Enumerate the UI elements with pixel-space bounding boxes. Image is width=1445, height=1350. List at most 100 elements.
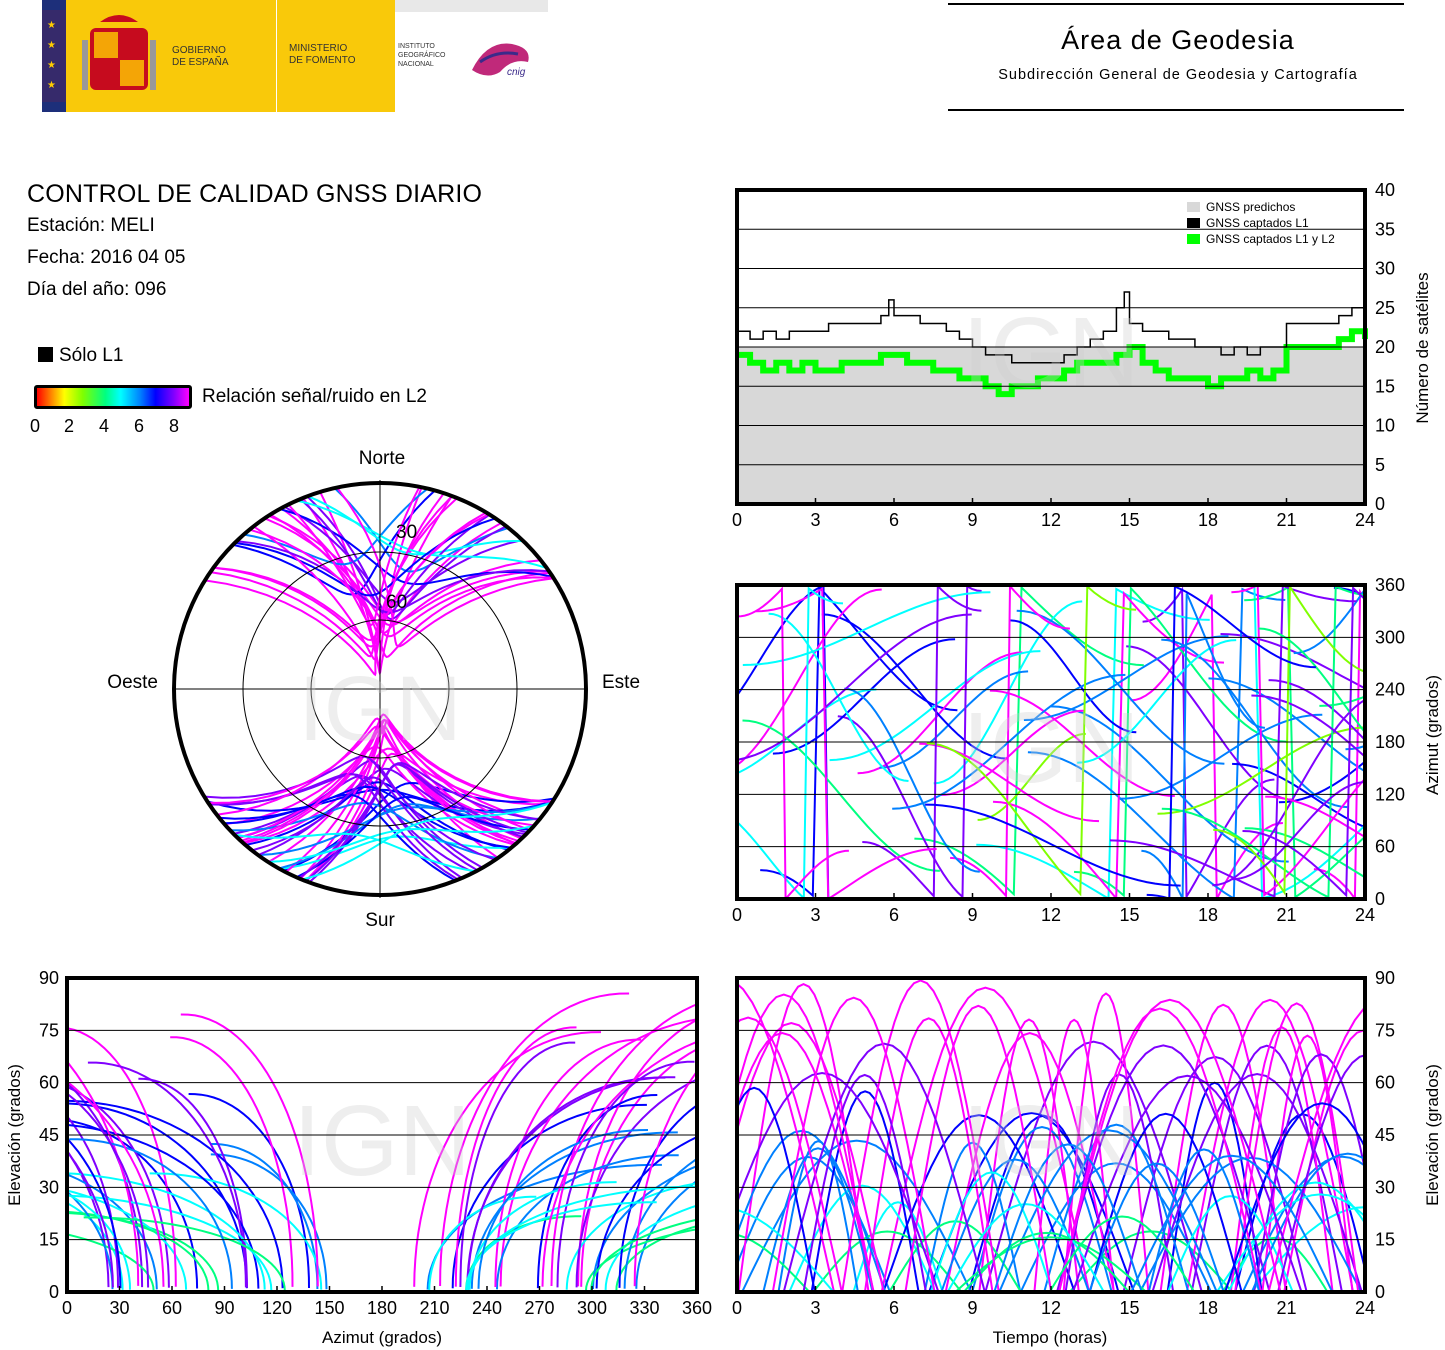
- count-legend: GNSS predichos GNSS captados L1 GNSS cap…: [1187, 200, 1335, 246]
- y-tick-label: 45: [39, 1125, 59, 1145]
- x-tick-label: 60: [162, 1298, 182, 1318]
- azimuth-track: [737, 586, 849, 899]
- azimuth-track: [977, 732, 1086, 821]
- elevation-track: [880, 986, 1091, 1292]
- elevation-azimuth-chart: IGN 0 15 30 45 60 75 90 0 30 60 90 120 150 180 210 240 2…: [5, 968, 712, 1347]
- y-tick-label: 0: [1375, 494, 1385, 514]
- azimuth-track: [755, 586, 937, 899]
- azimuth-track: [837, 585, 982, 899]
- elevation-azimuth-track: [439, 992, 630, 1287]
- azimuth-track: [1208, 677, 1365, 773]
- elevation-track: [1151, 1072, 1363, 1292]
- elevation-azimuth-track: [468, 1181, 617, 1290]
- azimuth-track: [1265, 795, 1365, 839]
- date-label: Fecha: 2016 04 05: [27, 247, 186, 268]
- elevation-azimuth-track: [550, 1003, 697, 1287]
- elevation-azimuth-track: [67, 1080, 165, 1287]
- gov-label-2: DE ESPAÑA: [172, 55, 229, 68]
- elevation-azimuth-track: [210, 1153, 328, 1290]
- elevation-time-chart: IGN 0 15 30 45 60 75 90 0 3 6 9 12 15 18 21 24 Elevació…: [732, 968, 1442, 1347]
- watermark: IGN: [962, 1085, 1140, 1197]
- elevation-azimuth-track: [413, 1031, 602, 1287]
- x-tick-label: 9: [967, 905, 977, 925]
- y-tick-label: 30: [1375, 259, 1395, 279]
- elevation-track: [741, 1139, 973, 1292]
- elevation-track: [1048, 1215, 1196, 1292]
- elevation-azimuth-tracks: [67, 992, 697, 1291]
- sky-track: [304, 762, 528, 882]
- elevation-track: [771, 996, 936, 1292]
- elevation-azimuth-track: [615, 1225, 697, 1291]
- elevation-azimuth-track: [67, 1233, 155, 1291]
- ministry-label-2: DE FOMENTO: [289, 55, 356, 66]
- azimuth-track: [1142, 586, 1275, 899]
- y-tick-label: 40: [1375, 180, 1395, 200]
- azimuth-track: [1157, 726, 1365, 815]
- elevation-azimuth-track: [454, 1026, 577, 1287]
- sky-track: [243, 747, 552, 845]
- x-tick-label: 3: [810, 905, 820, 925]
- snr-tick-8: 8: [168, 416, 179, 436]
- sky-track: [336, 486, 554, 648]
- azimuth-track: [1010, 619, 1137, 734]
- azimuth-track: [772, 638, 956, 755]
- elevation-azimuth-track: [138, 1077, 248, 1288]
- azimuth-track: [976, 587, 1210, 899]
- x-tick-label: 0: [62, 1298, 72, 1318]
- sky-track: [296, 499, 548, 570]
- azimuth-track: [1212, 698, 1365, 887]
- elevation-azimuth-track: [556, 1060, 695, 1288]
- elevation-track: [737, 1021, 885, 1292]
- azimuth-track: [862, 585, 982, 899]
- azimuth-track: [914, 585, 1144, 897]
- snr-colorbar-label: Relación señal/ruido en L2: [202, 386, 427, 407]
- elevation-track: [852, 1201, 944, 1292]
- ring-label-60: 60: [386, 592, 407, 613]
- sky-track: [240, 713, 553, 842]
- elevation-track: [998, 1129, 1218, 1292]
- skyplot-chart: 30 60 Norte Sur Este Oeste IGN: [107, 448, 640, 931]
- snr-tick-2: 2: [63, 416, 74, 436]
- elevation-track: [1130, 1154, 1334, 1292]
- azimuth-track: [1073, 585, 1288, 898]
- elevation-azimuth-track: [180, 1013, 319, 1287]
- sky-track: [282, 781, 555, 872]
- sky-track: [253, 492, 445, 661]
- svg-text:★: ★: [47, 60, 56, 71]
- sky-track: [242, 718, 553, 844]
- elevation-track: [929, 1171, 1054, 1292]
- elevation-track: [863, 1017, 994, 1292]
- x-tick-label: 330: [629, 1298, 659, 1318]
- elevation-track: [737, 993, 875, 1292]
- elevation-azimuth-track: [83, 1216, 286, 1291]
- x-tick-label: 6: [889, 905, 899, 925]
- elaz-ylabel: Elevación (grados): [5, 1064, 24, 1206]
- watermark: IGN: [298, 658, 462, 760]
- elevation-azimuth-track: [575, 1078, 697, 1288]
- azimuth-track: [737, 613, 972, 761]
- snr-tick-0: 0: [29, 416, 40, 436]
- azimuth-track: [1232, 762, 1365, 829]
- elaz-xlabel: Azimut (grados): [322, 1328, 442, 1347]
- elevation-track: [1267, 1006, 1365, 1292]
- azimuth-track: [737, 588, 882, 767]
- x-tick-label: 90: [214, 1298, 234, 1318]
- elevation-azimuth-track: [67, 1189, 188, 1290]
- x-tick-label: 270: [524, 1298, 554, 1318]
- sky-track: [269, 513, 551, 659]
- doy-label: Día del año: 096: [27, 279, 167, 300]
- azimuth-track: [1319, 695, 1365, 707]
- sky-track: [234, 517, 496, 597]
- elevation-azimuth-track: [633, 1069, 697, 1287]
- azimuth-track: [1244, 585, 1365, 899]
- azimuth-track: [821, 613, 1009, 760]
- sky-track: [306, 495, 507, 621]
- snr-tick-4: 4: [98, 416, 109, 436]
- legend-swatch-l1: [1187, 218, 1200, 228]
- sky-track: [249, 528, 554, 638]
- x-tick-label: 18: [1198, 905, 1218, 925]
- y-tick-label: 25: [1375, 298, 1395, 318]
- elevation-azimuth-track: [536, 1094, 658, 1289]
- elevation-azimuth-track: [67, 1148, 110, 1288]
- x-tick-label: 18: [1198, 510, 1218, 530]
